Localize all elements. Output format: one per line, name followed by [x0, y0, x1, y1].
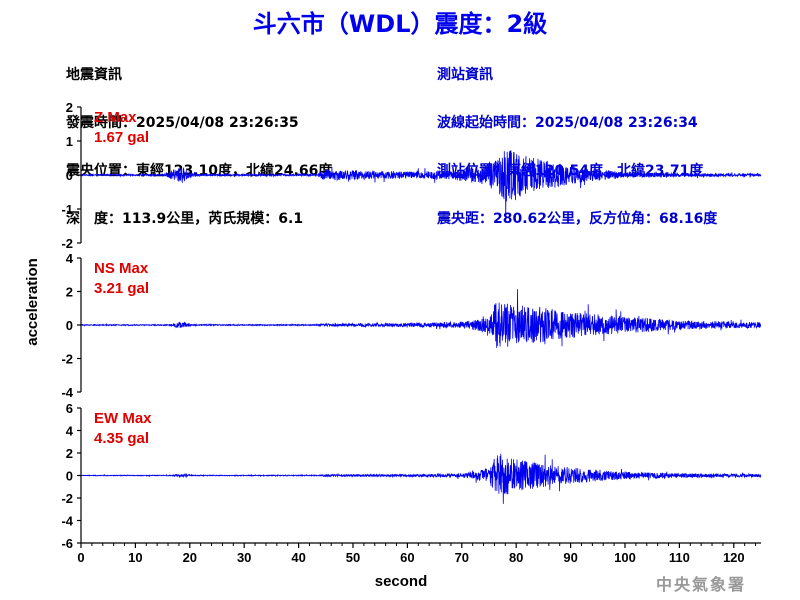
- x-tick-label: 30: [237, 550, 251, 565]
- y-tick-label: 2: [66, 100, 73, 115]
- y-tick-label: 2: [66, 285, 73, 300]
- distance-azimuth: 震央距：280.62公里，反方位角：68.16度: [437, 211, 718, 227]
- x-tick-label: 120: [723, 550, 745, 565]
- x-tick-label: 70: [455, 550, 469, 565]
- x-tick-label: 0: [77, 550, 84, 565]
- y-tick-label: 0: [66, 168, 73, 183]
- y-tick-label: -1: [61, 202, 73, 217]
- waveform-z: [80, 150, 762, 220]
- y-tick-label: 2: [66, 446, 73, 461]
- wave-start-time: 波線起始時間：2025/04/08 23:26:34: [437, 115, 698, 131]
- y-tick-label: -2: [61, 491, 73, 506]
- y-tick-label: 0: [66, 318, 73, 333]
- origin-time: 發震時間：2025/04/08 23:26:35: [66, 115, 299, 131]
- max-title-ns: NS Max: [94, 260, 149, 277]
- x-tick-label: 50: [346, 550, 360, 565]
- x-tick-label: 100: [614, 550, 636, 565]
- x-axis-label: second: [375, 573, 428, 590]
- event-info-header: 地震資訊: [66, 67, 122, 83]
- panel-ew: -6 -4 -2 0 2 4 6 EW Max 4.35 gal: [61, 401, 762, 551]
- trace-panels: -2 -1 0 1 2 Z Max 1.67 gal -4 -2 0 2 4 NS Max 3.21 ga…: [61, 100, 762, 565]
- y-tick-label: 4: [66, 251, 74, 266]
- panel-z: -2 -1 0 1 2 Z Max 1.67 gal: [61, 100, 762, 251]
- waveform-ew: [80, 453, 762, 504]
- y-tick-label: 6: [66, 401, 73, 416]
- y-tick-label: 4: [66, 424, 74, 439]
- y-tick-label: 1: [66, 134, 73, 149]
- x-tick-label: 110: [669, 550, 690, 565]
- max-title-z: Z Max: [94, 109, 137, 126]
- panel-ns: -4 -2 0 2 4 NS Max 3.21 gal: [61, 251, 762, 400]
- chart-title: 斗六市（WDL）震度：2級: [252, 10, 548, 38]
- station-info-header: 測站資訊: [437, 67, 493, 83]
- y-tick-label: -2: [61, 236, 73, 251]
- x-tick-label: 90: [563, 550, 577, 565]
- x-tick-label: 20: [183, 550, 197, 565]
- x-tick-label: 40: [291, 550, 305, 565]
- y-tick-label: -6: [61, 536, 73, 551]
- max-value-ew: 4.35 gal: [94, 430, 149, 447]
- waveform-ns: [80, 289, 762, 348]
- y-tick-label: -2: [61, 352, 73, 367]
- depth-magnitude: 深 度：113.9公里，芮氏規模：6.1: [66, 211, 304, 227]
- y-tick-label: -4: [61, 514, 73, 529]
- x-tick-label: 80: [509, 550, 523, 565]
- y-axis-label: acceleration: [24, 258, 41, 346]
- max-title-ew: EW Max: [94, 410, 152, 427]
- event-info-panel: 地震資訊 發震時間：2025/04/08 23:26:35 震央位置：東經123…: [66, 35, 332, 243]
- max-value-ns: 3.21 gal: [94, 280, 149, 297]
- x-tick-label: 10: [128, 550, 142, 565]
- max-value-z: 1.67 gal: [94, 129, 149, 146]
- y-tick-label: -4: [61, 385, 73, 400]
- watermark: 中央氣象署: [656, 575, 747, 594]
- x-tick-label: 60: [400, 550, 414, 565]
- y-tick-label: 0: [66, 469, 73, 484]
